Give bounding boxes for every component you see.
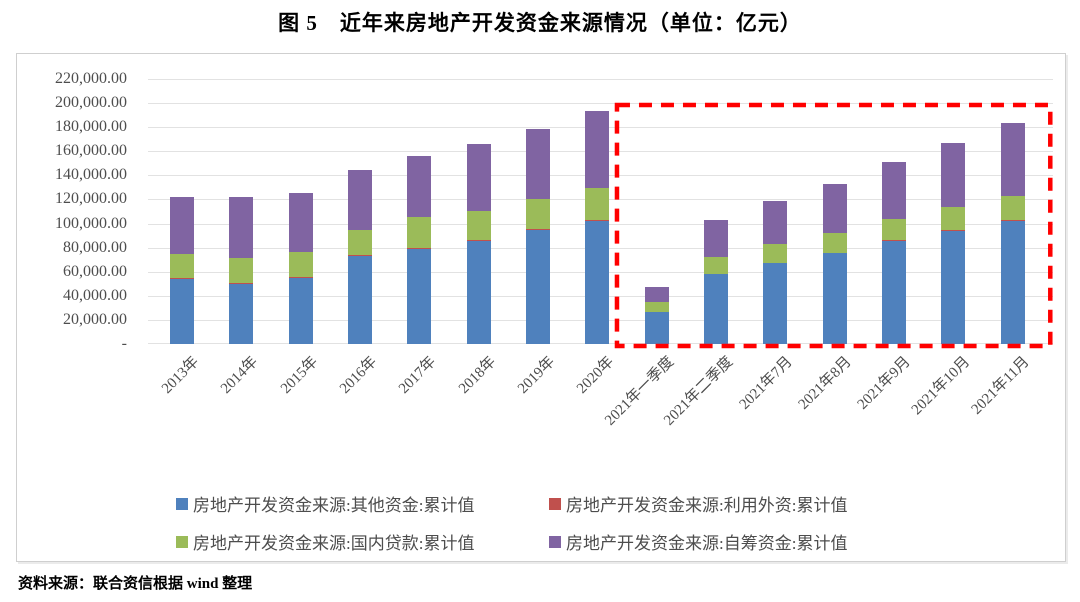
bar-segment: [822, 233, 847, 254]
legend-label: 房地产开发资金来源:利用外资:累计值: [566, 496, 848, 515]
y-axis-tick-label: 100,000.00: [55, 214, 127, 232]
x-axis-tick-text: 2018年: [455, 353, 499, 397]
y-axis-tick-label: 140,000.00: [55, 166, 127, 184]
chart-panel: - 20,000.00 40,000.00 60,000.00 80,000.00 100…: [16, 53, 1066, 562]
bar-segment: [466, 211, 491, 241]
bar-segment: [525, 128, 550, 199]
bar-segment: [407, 217, 432, 248]
x-axis-tick-text: 2013年: [158, 353, 203, 397]
y-axis-tick-label: 160,000.00: [55, 142, 127, 160]
bar-segment: [525, 198, 550, 230]
bar-segment: [347, 229, 372, 256]
bar-segment: [288, 193, 313, 253]
y-axis-tick-label: 20,000.00: [63, 310, 127, 328]
bar-segment: [644, 286, 669, 303]
source-note: 资料来源：联合资信根据 wind 整理: [18, 576, 253, 592]
legend-item: 房地产开发资金来源:国内贷款:累计值: [176, 529, 474, 554]
legend-label: 房地产开发资金来源:自筹资金:累计值: [566, 534, 848, 553]
bar-segment: [1000, 123, 1025, 196]
bar-segment: [170, 196, 194, 254]
y-axis-tick-label: 120,000.00: [55, 190, 127, 208]
bar-segment: [288, 252, 313, 277]
bar-segment: [822, 253, 847, 344]
bar-segment: [466, 144, 491, 212]
legend-swatch-icon: [176, 535, 188, 548]
bar-segment: [1000, 195, 1025, 221]
chart-title: 图 5 近年来房地产开发资金来源情况（单位：亿元）: [278, 11, 802, 35]
bar-segment: [585, 187, 610, 220]
bar-segment: [703, 219, 728, 258]
gridline: [148, 103, 1053, 104]
bar-segment: [525, 229, 550, 344]
x-axis-tick-text: 2019年: [514, 353, 559, 397]
bar-segment: [703, 273, 728, 344]
x-axis-tick-text: 2015年: [277, 353, 321, 397]
bar-segment: [229, 284, 254, 344]
legend-item: 房地产开发资金来源:利用外资:累计值: [549, 491, 847, 516]
bar-segment: [941, 230, 966, 344]
bar-segment: [881, 161, 906, 219]
bar-segment: [941, 143, 966, 208]
legend-label: 房地产开发资金来源:国内贷款:累计值: [193, 534, 475, 553]
y-axis-tick-label: 60,000.00: [63, 262, 127, 280]
bar-segment: [229, 283, 254, 285]
bar-segment: [763, 262, 788, 344]
bar-segment: [407, 247, 432, 344]
y-axis-tick-label: 80,000.00: [63, 238, 127, 256]
bar-segment: [585, 111, 610, 188]
y-axis-tick-label: 40,000.00: [63, 286, 127, 304]
x-axis-tick-text: 2021年7月: [736, 353, 796, 413]
y-axis-tick-label: 200,000.00: [55, 94, 127, 112]
bar-segment: [170, 277, 194, 279]
bar-segment: [1000, 220, 1025, 344]
legend-swatch-icon: [176, 497, 188, 510]
y-axis-tick-label: 180,000.00: [55, 118, 127, 136]
bar-segment: [822, 183, 847, 234]
plot-area: [148, 79, 1053, 344]
bar-segment: [170, 278, 194, 344]
legend-swatch-icon: [549, 497, 561, 510]
x-axis-tick-text: 2016年: [336, 353, 381, 397]
bar-segment: [170, 253, 194, 278]
bar-segment: [229, 257, 254, 284]
bar-segment: [466, 240, 491, 344]
y-axis-tick-label: 220,000.00: [55, 70, 127, 87]
bar-segment: [347, 255, 372, 344]
bar-segment: [941, 207, 966, 231]
legend-label: 房地产开发资金来源:其他资金:累计值: [193, 496, 475, 515]
bar-segment: [703, 257, 728, 274]
bar-segment: [881, 240, 906, 344]
bar-segment: [644, 302, 669, 313]
x-axis-tick-text: 2020年: [574, 353, 618, 397]
bar-segment: [288, 276, 313, 344]
legend-swatch-icon: [549, 535, 561, 548]
y-axis-tick-label: -: [121, 335, 127, 352]
x-axis-tick-text: 2014年: [218, 353, 262, 397]
x-axis-tick-text: 2021年11月: [968, 353, 1033, 418]
bar-segment: [763, 200, 788, 245]
legend-item: 房地产开发资金来源:自筹资金:累计值: [549, 529, 847, 554]
x-axis-tick-text: 2017年: [396, 353, 440, 397]
x-axis-tick-text: 2021年10月: [909, 353, 974, 419]
bar-segment: [407, 156, 432, 218]
x-axis-tick-text: 2021年8月: [795, 353, 855, 413]
bar-segment: [763, 244, 788, 263]
bar-segment: [347, 170, 372, 230]
bar-segment: [229, 197, 254, 258]
legend-item: 房地产开发资金来源:其他资金:累计值: [176, 491, 474, 516]
bar-segment: [644, 312, 669, 344]
bar-segment: [881, 218, 906, 241]
gridline: [148, 79, 1053, 80]
bar-segment: [585, 220, 610, 344]
